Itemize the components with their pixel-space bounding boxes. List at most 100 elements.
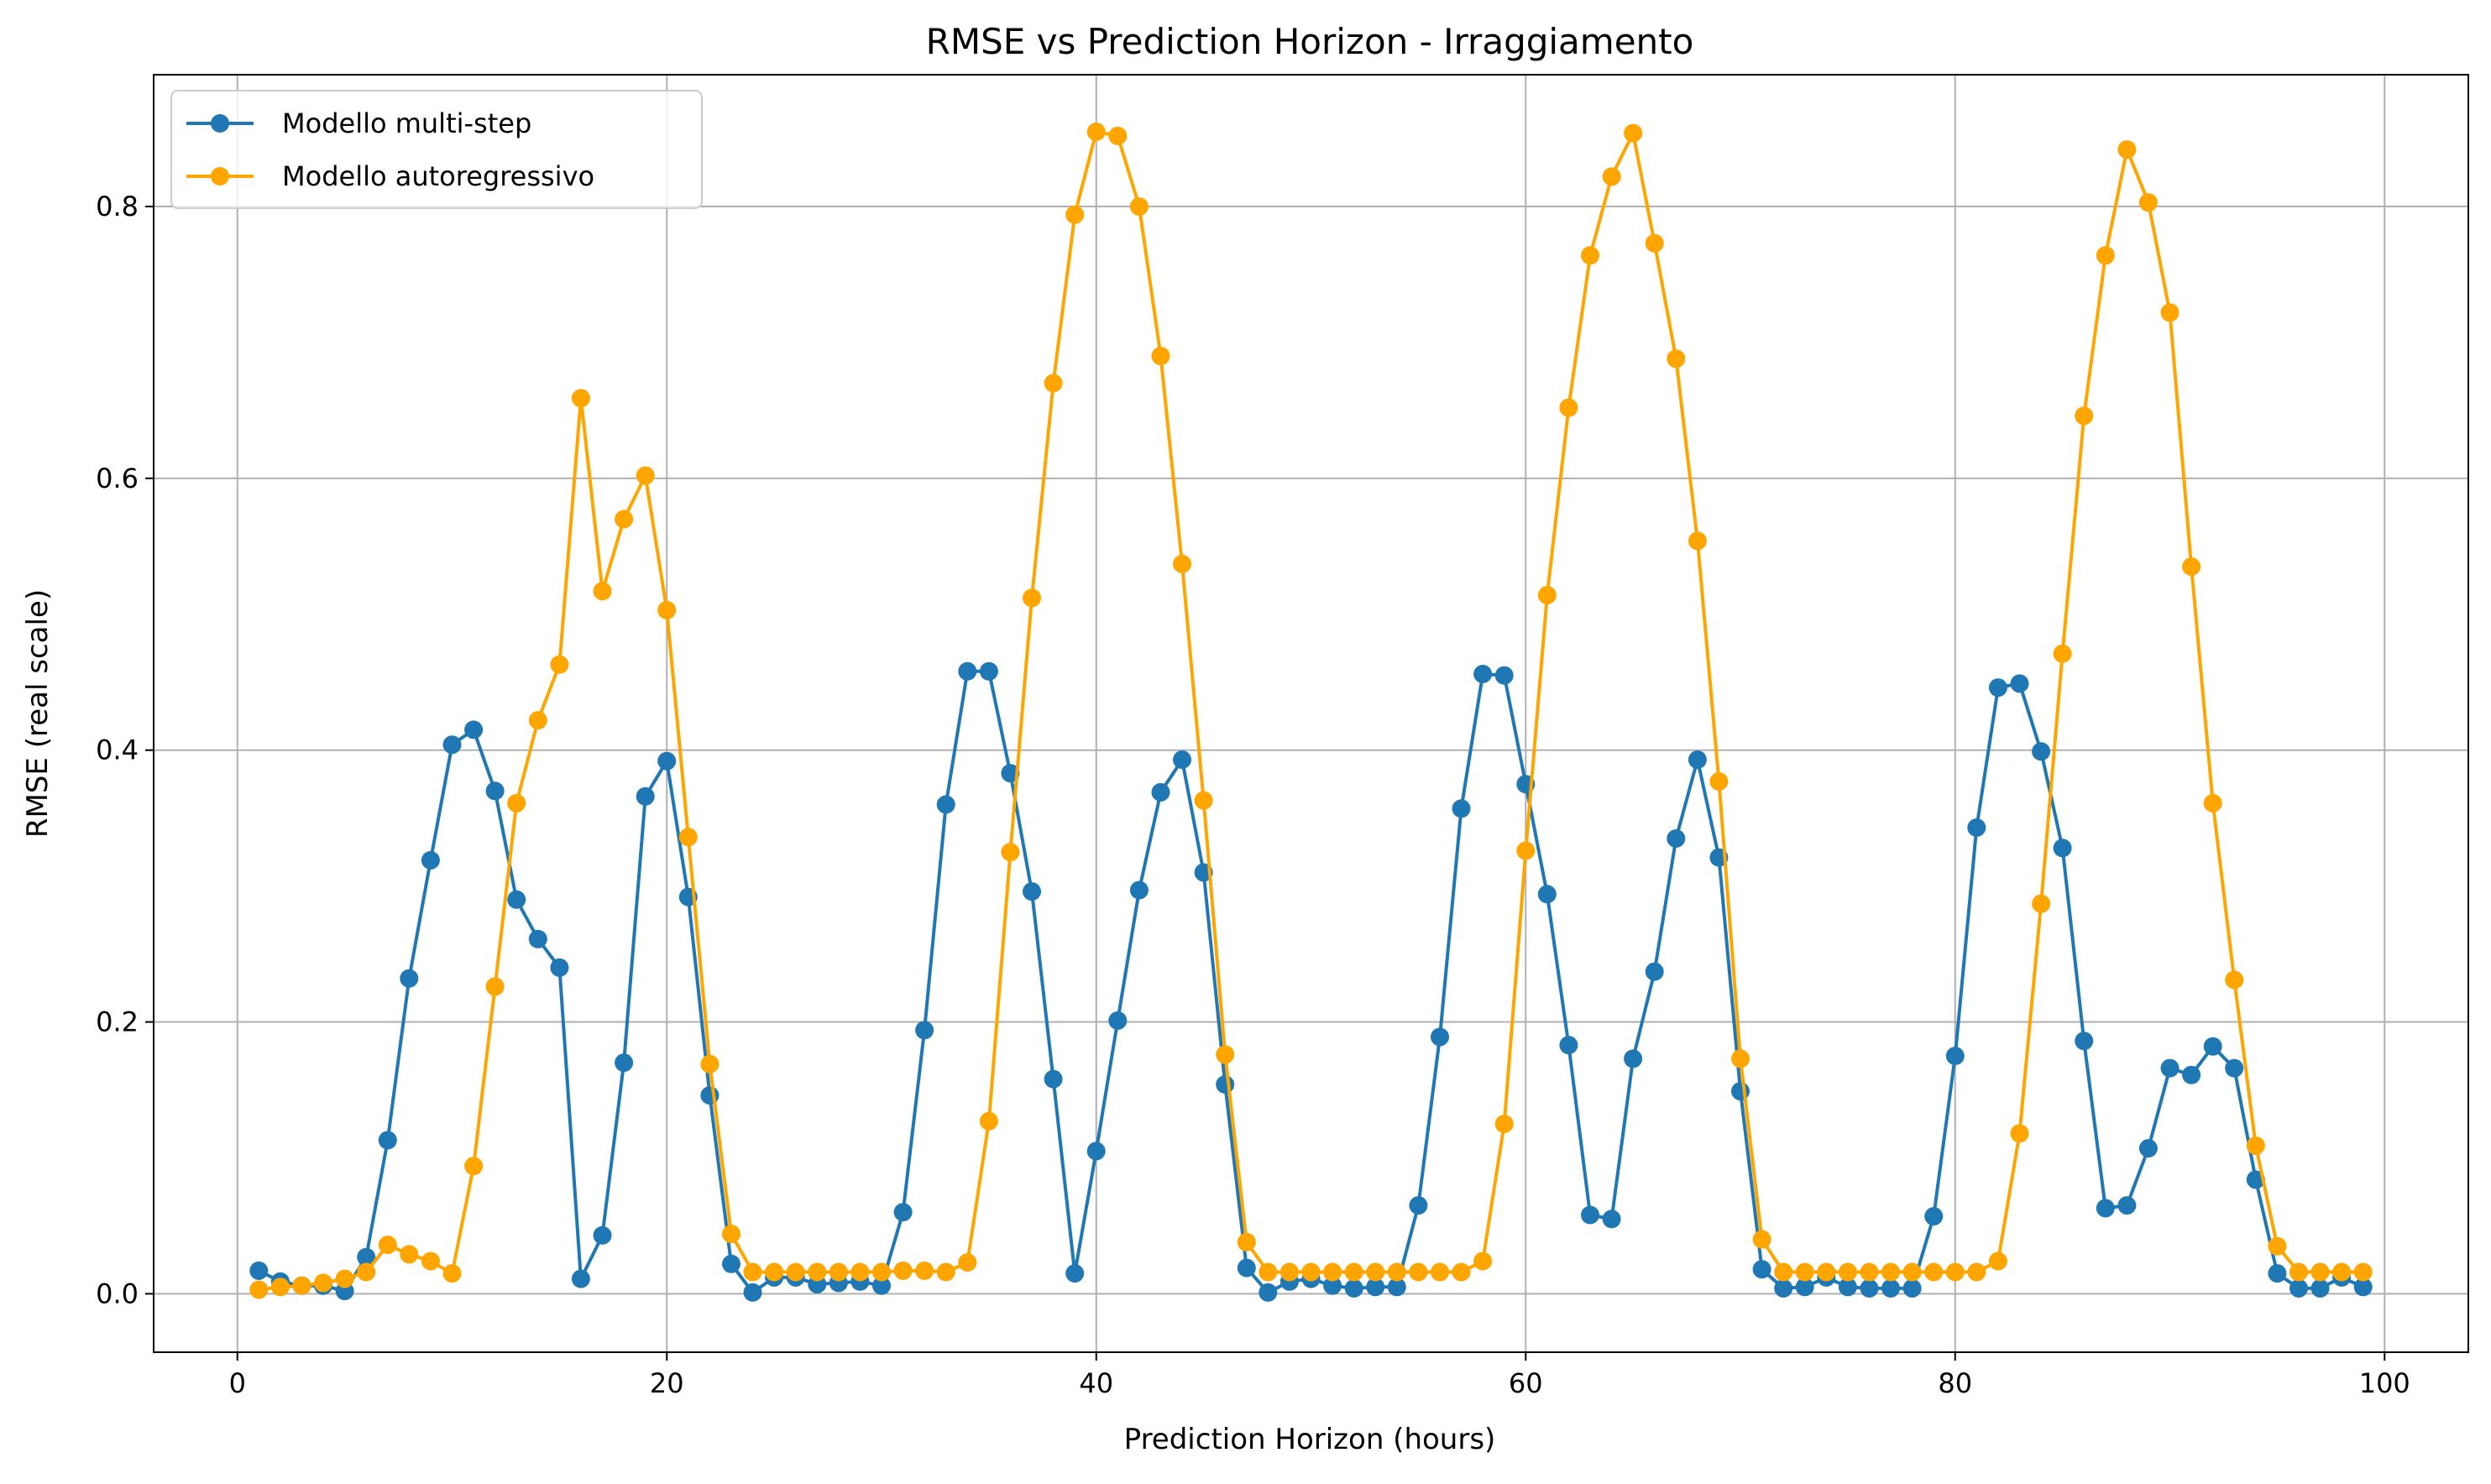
data-point: [378, 1236, 397, 1255]
data-point: [765, 1262, 784, 1282]
data-point: [1151, 782, 1170, 802]
data-point: [2182, 557, 2201, 577]
data-point: [1216, 1045, 1235, 1064]
data-point: [1559, 1036, 1578, 1055]
data-point: [1301, 1262, 1321, 1282]
data-point: [657, 600, 677, 619]
data-point: [1860, 1278, 1879, 1298]
y-tick-label: 0.2: [96, 1006, 139, 1038]
data-point: [1881, 1278, 1900, 1298]
y-tick-label: 0.8: [96, 191, 139, 222]
data-point: [1001, 843, 1020, 862]
data-point: [893, 1203, 913, 1222]
data-point: [1924, 1207, 1944, 1226]
data-point: [1387, 1262, 1406, 1282]
data-point: [1280, 1262, 1299, 1282]
data-point: [979, 661, 998, 681]
data-point: [464, 1157, 484, 1176]
data-point: [314, 1273, 332, 1293]
series-layer: [249, 123, 2373, 1302]
data-point: [485, 781, 505, 801]
legend-marker: [211, 167, 229, 186]
data-point: [400, 969, 419, 988]
data-point: [2290, 1278, 2308, 1298]
data-point: [915, 1021, 934, 1040]
data-point: [1795, 1278, 1814, 1297]
y-axis-label: RMSE (real scale): [21, 589, 55, 838]
data-point: [2010, 1124, 2029, 1143]
data-point: [2010, 674, 2029, 693]
data-point: [1323, 1276, 1342, 1295]
data-point: [1237, 1258, 1256, 1278]
data-point: [872, 1276, 891, 1295]
data-point: [657, 751, 677, 771]
data-point: [1645, 233, 1664, 253]
data-point: [1344, 1278, 1363, 1298]
data-point: [1023, 882, 1041, 901]
data-point: [678, 828, 698, 847]
data-point: [1431, 1027, 1449, 1047]
data-point: [1086, 123, 1106, 141]
data-point: [1988, 678, 2007, 698]
data-point: [2268, 1264, 2287, 1283]
data-point: [2332, 1262, 2352, 1282]
data-point: [2225, 970, 2244, 990]
data-point: [1065, 205, 1085, 224]
legend-marker: [211, 114, 229, 133]
data-point: [528, 711, 547, 730]
data-point: [485, 977, 505, 996]
data-point: [2117, 140, 2137, 159]
data-point: [2268, 1236, 2287, 1256]
y-tick-label: 0.4: [96, 734, 139, 766]
data-point: [1967, 818, 1986, 837]
data-point: [2160, 303, 2180, 322]
data-point: [936, 1262, 955, 1282]
data-point: [550, 958, 569, 977]
x-tick-label: 0: [229, 1367, 246, 1399]
data-point: [357, 1262, 376, 1282]
data-point: [808, 1262, 827, 1282]
data-point: [2138, 193, 2158, 212]
data-point: [1452, 1262, 1471, 1282]
data-point: [958, 661, 977, 681]
data-point: [2075, 1032, 2094, 1051]
data-point: [1537, 885, 1557, 904]
grid-lines: [154, 75, 2468, 1352]
data-point: [2203, 1037, 2222, 1056]
data-point: [1924, 1262, 1944, 1282]
y-tick-label: 0.6: [96, 462, 139, 494]
data-point: [442, 735, 462, 755]
x-tick-label: 60: [1509, 1367, 1543, 1399]
data-point: [936, 795, 955, 814]
data-point: [1108, 126, 1128, 145]
data-point: [1817, 1262, 1836, 1282]
data-point: [571, 1269, 590, 1288]
data-point: [636, 466, 655, 485]
data-point: [1667, 349, 1686, 368]
data-point: [1452, 799, 1471, 818]
data-point: [786, 1262, 805, 1282]
data-point: [292, 1276, 311, 1295]
data-point: [1044, 1069, 1063, 1089]
data-point: [335, 1269, 354, 1288]
data-point: [1902, 1262, 1922, 1282]
data-point: [507, 890, 526, 909]
data-point: [2203, 793, 2222, 813]
data-point: [593, 582, 612, 601]
data-point: [1065, 1264, 1085, 1283]
data-point: [2053, 839, 2072, 858]
data-point: [893, 1261, 913, 1280]
data-point: [593, 1225, 612, 1245]
data-point: [1838, 1278, 1857, 1297]
data-point: [571, 389, 590, 408]
data-point: [743, 1262, 762, 1282]
data-point: [1516, 841, 1536, 860]
data-point: [2160, 1058, 2180, 1078]
data-point: [1581, 1205, 1599, 1225]
data-point: [872, 1262, 891, 1282]
data-point: [2353, 1262, 2373, 1282]
data-point: [1945, 1262, 1965, 1282]
data-point: [1602, 1210, 1621, 1229]
chart-title: RMSE vs Prediction Horizon - Irraggiamen…: [926, 21, 1694, 62]
data-point: [1752, 1260, 1771, 1279]
